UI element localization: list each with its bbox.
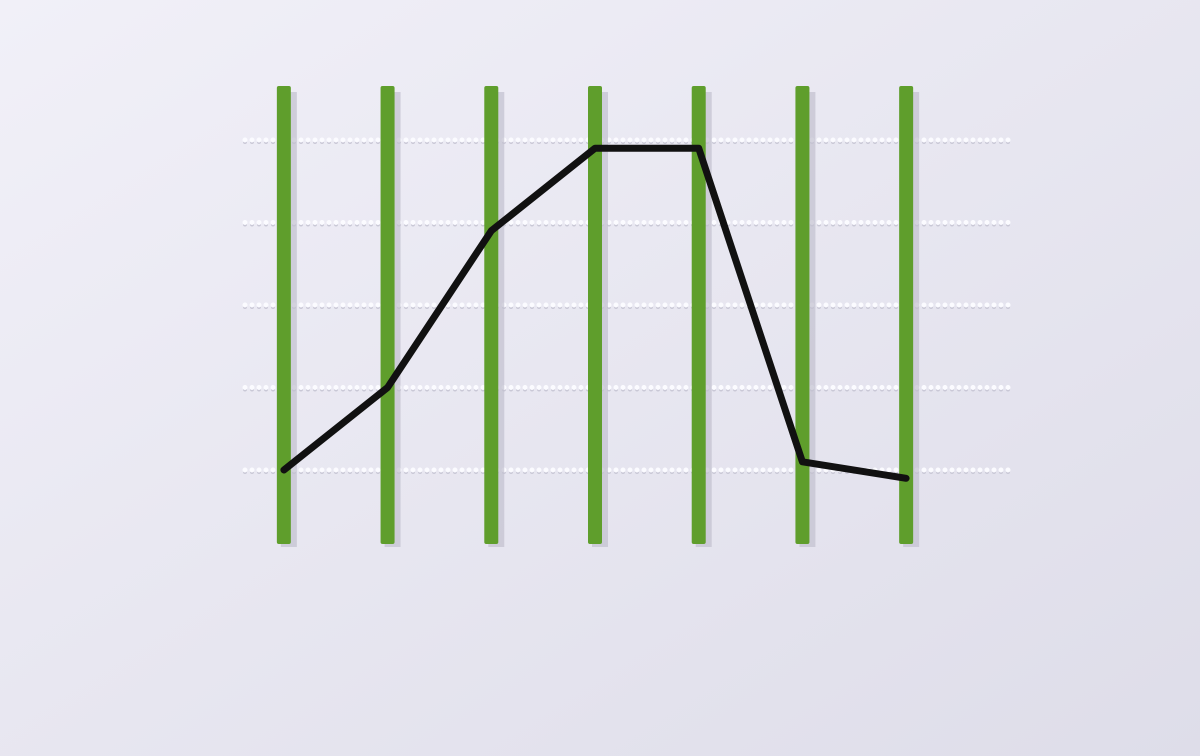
tick-stick	[795, 86, 810, 544]
tick-stick	[276, 86, 291, 544]
tick-stick	[899, 86, 914, 544]
tick-stick	[484, 86, 499, 544]
data-line	[280, 144, 910, 482]
tick-stick	[380, 86, 395, 544]
tick-stick	[691, 86, 706, 544]
tick-stick	[588, 86, 602, 544]
